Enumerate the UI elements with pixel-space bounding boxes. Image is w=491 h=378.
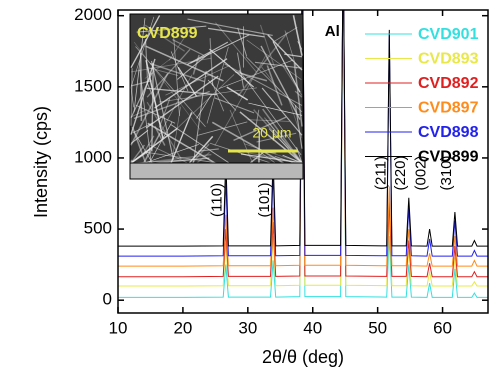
peak-label: (110) <box>209 183 226 217</box>
x-tick-label: 40 <box>303 318 322 337</box>
peak-label: (211) <box>372 156 389 190</box>
legend-label: CVD893 <box>418 51 479 68</box>
y-tick-label: 1500 <box>74 76 112 95</box>
chart: 2θ/θ (deg) Intensity (cps) 10 20 30 40 50 60 0… <box>0 0 491 378</box>
x-tick-label: 10 <box>109 318 128 337</box>
inset-label: CVD899 <box>137 25 198 42</box>
legend-label: CVD898 <box>418 124 479 141</box>
x-tick-label: 30 <box>238 318 257 337</box>
y-tick-label: 500 <box>84 219 112 238</box>
peak-label: (220) <box>392 155 409 190</box>
inset-footer <box>130 163 303 179</box>
nanowire <box>141 53 142 121</box>
x-tick-label: 50 <box>368 318 387 337</box>
scale-bar-label: 20 μm <box>252 125 291 141</box>
peak-label: Al <box>325 23 340 40</box>
legend-label: CVD901 <box>418 26 479 43</box>
y-tick-label: 1000 <box>74 147 112 166</box>
peak-label: (101) <box>256 182 273 217</box>
legend-label: CVD899 <box>418 149 479 166</box>
y-axis-label: Intensity (cps) <box>31 106 51 218</box>
inset-image: CVD899 20 μm <box>130 14 303 179</box>
x-axis-label: 2θ/θ (deg) <box>262 347 344 367</box>
legend-label: CVD892 <box>418 75 479 92</box>
y-tick-label: 2000 <box>74 5 112 24</box>
legend-label: CVD897 <box>418 100 479 117</box>
x-tick-label: 20 <box>173 318 192 337</box>
y-tick-label: 0 <box>103 290 112 309</box>
x-tick-label: 60 <box>433 318 452 337</box>
